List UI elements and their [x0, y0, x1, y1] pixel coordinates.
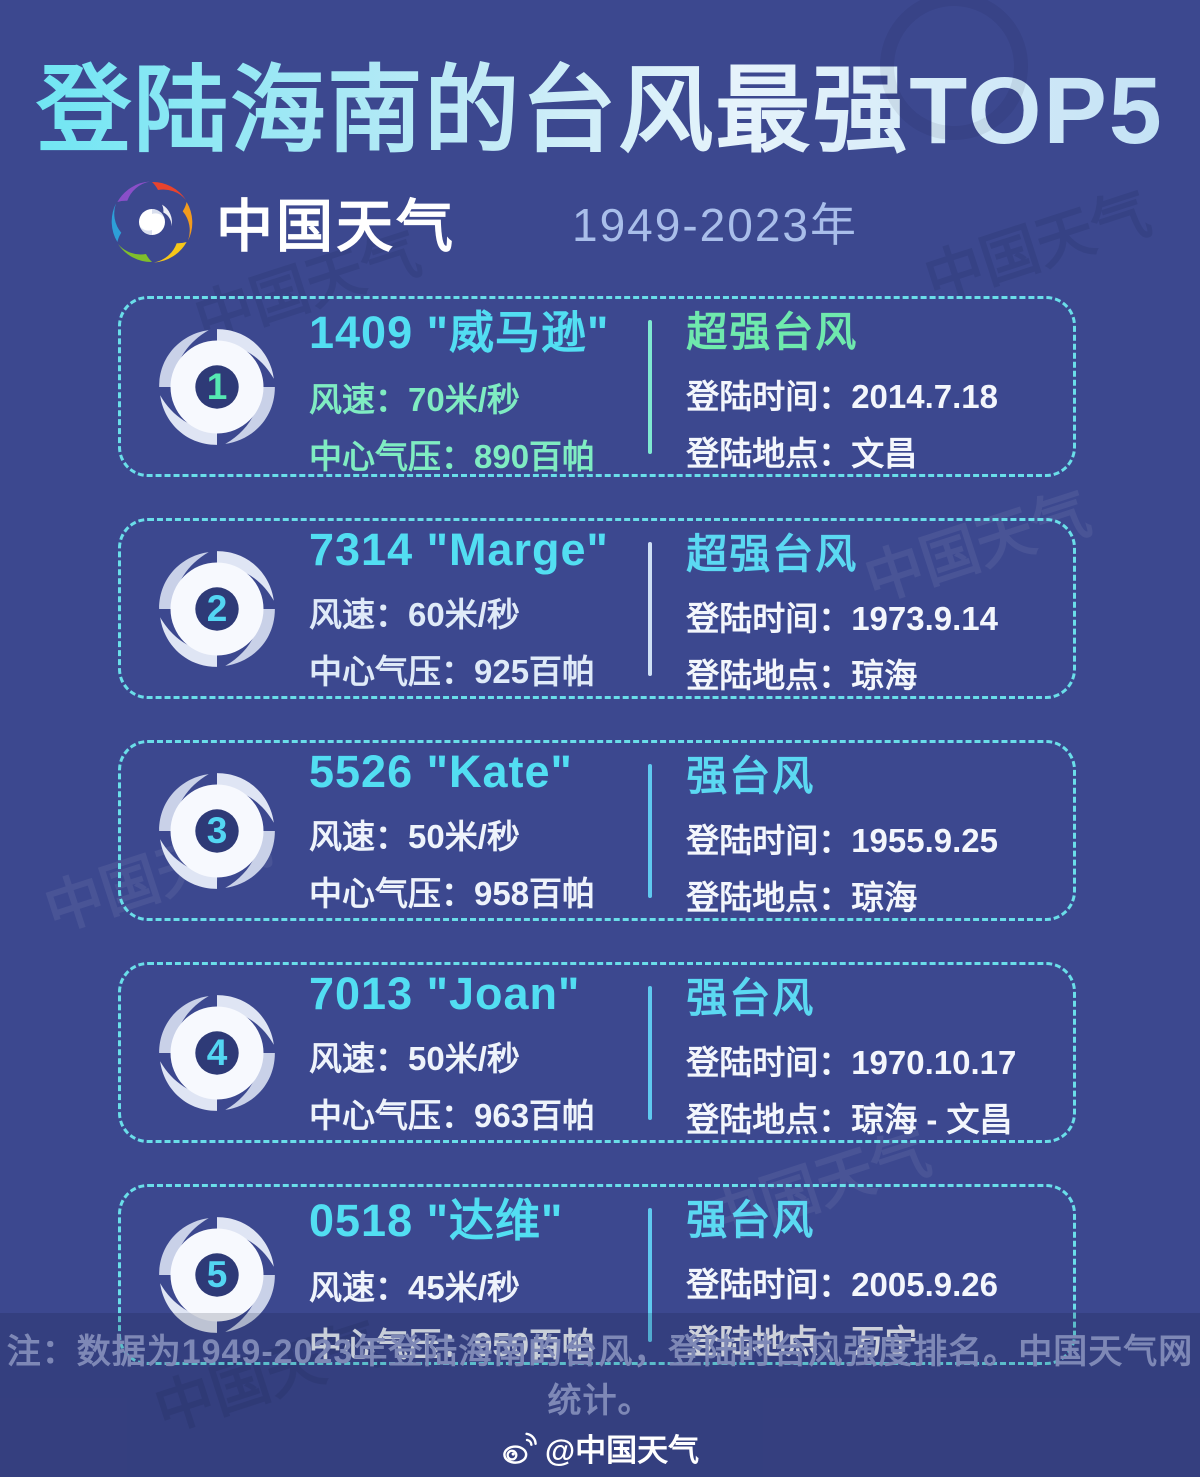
typhoon-card-4: 4 7013 "Joan" 风速：50米/秒 中心气压：963百帕 强台风 登陆…: [118, 962, 1076, 1144]
wind-speed: 风速：45米/秒: [309, 1268, 520, 1306]
storm-category: 强台风: [686, 975, 816, 1022]
vertical-divider: [648, 541, 653, 676]
typhoon-card-1: 1 1409 "威马逊" 风速：70米/秒 中心气压：890百帕 超强台风 登陆…: [118, 296, 1076, 478]
typhoon-ranking-list: 1 1409 "威马逊" 风速：70米/秒 中心气压：890百帕 超强台风 登陆…: [0, 296, 1200, 1366]
storm-category: 强台风: [686, 1197, 816, 1244]
wind-speed: 风速：50米/秒: [309, 1040, 520, 1078]
landfall-place: 登陆地点：琼海 - 文昌: [686, 1101, 1013, 1139]
storm-name: 0518 "达维": [309, 1194, 564, 1246]
storm-category: 超强台风: [686, 309, 859, 356]
rank-number: 3: [206, 809, 228, 851]
central-pressure: 中心气压：925百帕: [309, 653, 596, 691]
landfall-place: 登陆地点：万宁: [686, 1323, 918, 1361]
landfall-place: 登陆地点：文昌: [686, 435, 918, 473]
storm-info-left: 1409 "威马逊" 风速：70米/秒 中心气压：890百帕: [309, 296, 648, 478]
storm-info-left: 5526 "Kate" 风速：50米/秒 中心气压：958百帕: [309, 746, 648, 915]
rank-number: 5: [206, 1253, 228, 1295]
wind-speed: 风速：70米/秒: [309, 380, 520, 418]
data-source-note: 注：数据为1949-2023年登陆海南的台风，登陆时台风强度排名。中国天气网统计…: [6, 1333, 1194, 1420]
brand-name: 中国天气: [216, 195, 456, 260]
storm-info-left: 7013 "Joan" 风速：50米/秒 中心气压：963百帕: [309, 968, 648, 1137]
china-weather-pinwheel-icon: [111, 181, 193, 263]
storm-name: 7013 "Joan": [309, 968, 581, 1020]
social-handle: @中国天气: [544, 1433, 700, 1468]
storm-category: 超强台风: [686, 531, 859, 578]
landfall-place: 登陆地点：琼海: [686, 879, 918, 917]
landfall-time: 登陆时间：1973.9.14: [686, 600, 999, 638]
rank-number: 2: [206, 587, 228, 629]
rank-number: 1: [206, 365, 228, 407]
typhoon-spiral-icon: 2: [155, 547, 279, 671]
landfall-time: 登陆时间：1955.9.25: [686, 822, 999, 860]
weibo-icon: [503, 1432, 537, 1464]
storm-name: 7314 "Marge": [309, 524, 609, 576]
data-period: 1949-2023年: [572, 199, 858, 252]
storm-category: 强台风: [686, 753, 816, 800]
storm-info-left: 7314 "Marge" 风速：60米/秒 中心气压：925百帕: [309, 524, 648, 693]
storm-info-right: 超强台风 登陆时间：1973.9.14 登陆地点：琼海: [686, 520, 1073, 697]
central-pressure: 中心气压：890百帕: [309, 437, 596, 475]
vertical-divider: [648, 985, 653, 1120]
storm-name: 5526 "Kate": [309, 746, 573, 798]
typhoon-spiral-icon: 4: [155, 991, 279, 1115]
storm-name: 1409 "威马逊": [309, 306, 610, 358]
central-pressure: 中心气压：950百帕: [309, 1325, 596, 1363]
landfall-time: 登陆时间：2014.7.18: [686, 378, 999, 416]
storm-info-left: 0518 "达维" 风速：45米/秒 中心气压：950百帕: [309, 1184, 648, 1366]
vertical-divider: [648, 763, 653, 898]
typhoon-spiral-icon: 5: [155, 1213, 279, 1337]
typhoon-spiral-icon: 3: [155, 769, 279, 893]
vertical-divider: [648, 1207, 653, 1342]
wind-speed: 风速：60米/秒: [309, 596, 520, 634]
typhoon-spiral-icon: 1: [155, 325, 279, 449]
landfall-place: 登陆地点：琼海: [686, 657, 918, 695]
storm-info-right: 强台风 登陆时间：2005.9.26 登陆地点：万宁: [686, 1186, 1073, 1363]
landfall-time: 登陆时间：1970.10.17: [686, 1044, 1017, 1082]
storm-info-right: 强台风 登陆时间：1955.9.25 登陆地点：琼海: [686, 742, 1073, 919]
footer: 注：数据为1949-2023年登陆海南的台风，登陆时台风强度排名。中国天气网统计…: [0, 1313, 1200, 1477]
typhoon-card-2: 2 7314 "Marge" 风速：60米/秒 中心气压：925百帕 超强台风 …: [118, 518, 1076, 700]
typhoon-card-5: 5 0518 "达维" 风速：45米/秒 中心气压：950百帕 强台风 登陆时间…: [118, 1184, 1076, 1366]
storm-info-right: 超强台风 登陆时间：2014.7.18 登陆地点：文昌: [686, 298, 1073, 475]
landfall-time: 登陆时间：2005.9.26: [686, 1266, 999, 1304]
central-pressure: 中心气压：958百帕: [309, 875, 596, 913]
social-handle-row: @中国天气: [0, 1425, 1200, 1477]
brand-row: 中国天气 1949-2023年: [110, 180, 1200, 264]
typhoon-card-3: 3 5526 "Kate" 风速：50米/秒 中心气压：958百帕 强台风 登陆…: [118, 740, 1076, 922]
page-title: 登陆海南的台风最强TOP5: [30, 58, 1170, 164]
storm-info-right: 强台风 登陆时间：1970.10.17 登陆地点：琼海 - 文昌: [686, 964, 1073, 1141]
rank-number: 4: [206, 1031, 228, 1073]
vertical-divider: [648, 319, 653, 454]
wind-speed: 风速：50米/秒: [309, 818, 520, 856]
central-pressure: 中心气压：963百帕: [309, 1097, 596, 1135]
